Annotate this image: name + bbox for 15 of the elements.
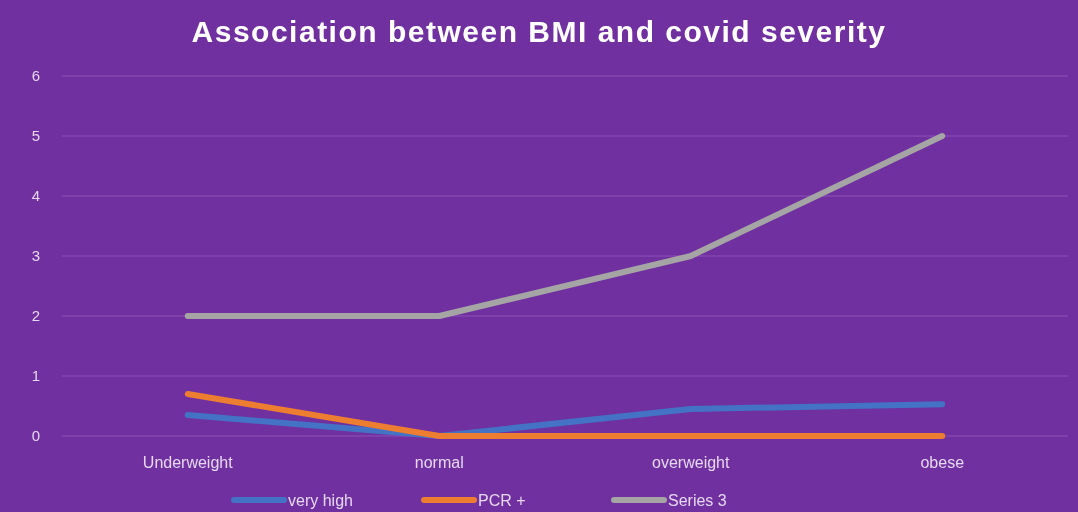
legend-label: Series 3 xyxy=(668,491,727,509)
y-tick-label: 1 xyxy=(31,367,41,385)
x-tick-label: normal xyxy=(414,454,464,471)
chart-title: Association between BMI and covid severity xyxy=(191,15,887,48)
y-tick-label: 6 xyxy=(31,67,41,85)
legend-label: PCR + xyxy=(478,491,526,509)
y-tick-label: 5 xyxy=(31,127,41,145)
x-tick-label: Underweight xyxy=(142,454,234,471)
y-tick-label: 3 xyxy=(31,247,41,265)
legend-label: very high xyxy=(288,491,353,509)
y-tick-label: 4 xyxy=(31,187,41,205)
y-tick-label: 2 xyxy=(31,307,41,325)
x-tick-label: overweight xyxy=(652,454,730,471)
x-tick-label: obese xyxy=(920,454,965,471)
y-tick-label: 0 xyxy=(31,427,41,445)
